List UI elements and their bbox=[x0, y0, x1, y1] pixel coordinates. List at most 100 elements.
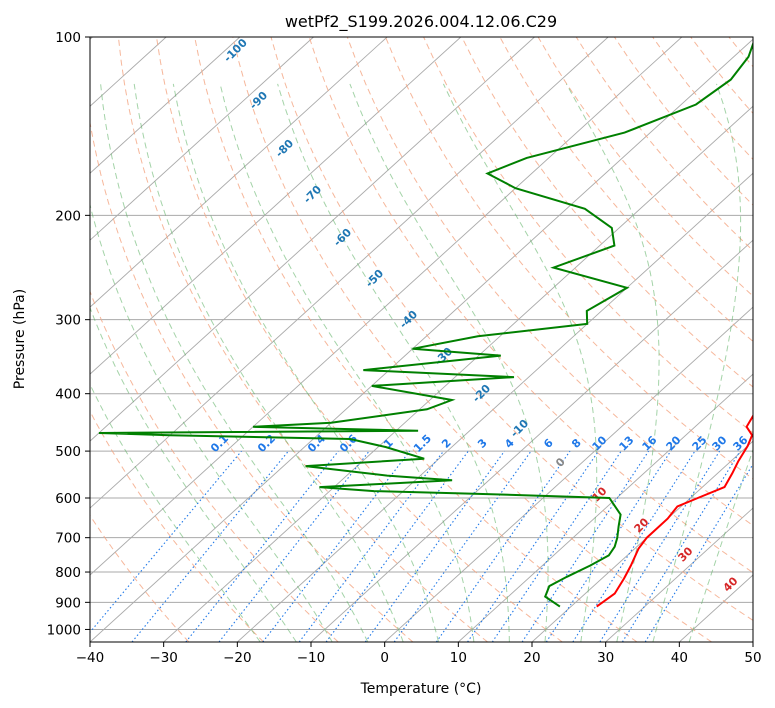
mixing-ratio-line bbox=[131, 450, 289, 642]
moist-adiabat-line bbox=[219, 83, 475, 642]
isotherm-line bbox=[90, 37, 462, 375]
y-tick-label: 600 bbox=[55, 491, 81, 507]
isotherm-line bbox=[90, 37, 535, 442]
mixing-ratio-line bbox=[467, 450, 599, 642]
moist-adiabat-line bbox=[565, 83, 660, 642]
y-tick-label: 700 bbox=[55, 531, 81, 547]
dry-adiabat-line bbox=[308, 37, 753, 574]
dry-adiabat-label: -30 bbox=[432, 345, 455, 368]
mixing-ratio-label: 25 bbox=[690, 434, 710, 454]
moist-adiabat-line bbox=[349, 83, 549, 642]
isotherm-line bbox=[605, 507, 753, 642]
dry-adiabat-line bbox=[652, 37, 753, 161]
dry-adiabat-line bbox=[117, 37, 488, 642]
isotherm-line bbox=[310, 239, 753, 642]
mixing-ratio-line bbox=[185, 450, 339, 642]
mixing-ratio-label: 20 bbox=[664, 433, 684, 453]
chart-title: wetPf2_S199.2026.004.12.06.C29 bbox=[285, 12, 557, 32]
mixing-ratio-label: 30 bbox=[710, 433, 730, 453]
dry-adiabat-label: -70 bbox=[301, 183, 324, 206]
dry-adiabat-label: -100 bbox=[221, 36, 250, 65]
dry-adiabat-line bbox=[690, 37, 753, 115]
x-tick-label: −30 bbox=[149, 650, 178, 666]
dry-adiabat-line bbox=[767, 37, 775, 642]
mixing-ratio-line bbox=[262, 450, 411, 642]
isotherm-line bbox=[163, 105, 753, 642]
y-axis-label: Pressure (hPa) bbox=[12, 289, 28, 389]
dry-adiabat-line bbox=[156, 37, 563, 642]
mixing-ratio-line bbox=[364, 450, 505, 642]
dry-adiabat-label: 10 bbox=[590, 484, 610, 504]
profile-series bbox=[98, 41, 753, 608]
mixing-ratio-line bbox=[90, 450, 242, 634]
moist-adiabat-line bbox=[277, 83, 510, 642]
y-tick-label: 300 bbox=[55, 313, 81, 329]
dry-adiabat-label: -90 bbox=[247, 89, 270, 112]
moist-adiabat-line bbox=[688, 447, 753, 642]
temperature-line bbox=[596, 379, 753, 608]
x-tick-label: 10 bbox=[450, 650, 467, 666]
moist-adiabat-line bbox=[90, 383, 261, 642]
dry-adiabat-label: 30 bbox=[676, 544, 696, 564]
dry-adiabat-label: 0 bbox=[553, 455, 568, 470]
dry-adiabat-label: -40 bbox=[397, 308, 420, 331]
mixing-ratio-line bbox=[545, 450, 672, 642]
y-tick-label: 900 bbox=[55, 595, 81, 611]
y-tick-label: 200 bbox=[55, 208, 81, 224]
dry-adiabat-label: -10 bbox=[508, 417, 531, 440]
dry-adiabat-label: -50 bbox=[363, 267, 386, 290]
x-tick-label: 0 bbox=[380, 650, 389, 666]
dry-adiabat-label: 40 bbox=[721, 574, 741, 594]
mixing-ratio-label: 6 bbox=[541, 436, 556, 451]
x-axis-label: Temperature (°C) bbox=[360, 681, 482, 697]
moist-adiabat-line bbox=[90, 202, 333, 642]
x-tick-label: 20 bbox=[523, 650, 540, 666]
dry-adiabat-line bbox=[90, 119, 414, 642]
x-tick-label: 30 bbox=[597, 650, 614, 666]
x-axis-ticks: −40 −30 −20 −10 0 10 20 30 40 50 bbox=[76, 642, 762, 666]
mixing-ratio-label: 8 bbox=[569, 436, 584, 451]
dry-adiabat-line bbox=[90, 514, 190, 642]
dry-adiabat-line bbox=[728, 37, 753, 68]
dry-adiabat-line bbox=[90, 410, 264, 642]
mixing-ratio-label: 10 bbox=[590, 433, 610, 453]
dry-adiabat-line bbox=[232, 37, 712, 642]
y-tick-label: 500 bbox=[55, 444, 81, 460]
isotherm-line bbox=[679, 574, 753, 642]
isotherm-line bbox=[90, 38, 753, 642]
moist-adiabat-line bbox=[133, 83, 404, 642]
y-tick-label: 800 bbox=[55, 565, 81, 581]
dry-adiabat-line bbox=[346, 37, 753, 527]
dry-adiabat-label: 20 bbox=[632, 515, 652, 535]
y-axis-ticks: 100 200 300 400 500 600 700 800 900 1000 bbox=[47, 30, 90, 638]
isotherm-line bbox=[90, 37, 241, 174]
dewpoint-line bbox=[98, 41, 753, 608]
dry-adiabat-label: -20 bbox=[470, 382, 493, 405]
y-tick-label: 100 bbox=[55, 30, 81, 46]
isotherm-line bbox=[531, 440, 753, 642]
plot-frame bbox=[89, 36, 754, 643]
dry-adiabat-line bbox=[194, 37, 638, 642]
isotherm-line bbox=[384, 306, 753, 642]
x-tick-label: 40 bbox=[671, 650, 688, 666]
moist-adiabat-line bbox=[652, 83, 742, 642]
isotherm-line bbox=[90, 37, 388, 308]
y-tick-label: 1000 bbox=[47, 622, 81, 638]
x-tick-label: 50 bbox=[744, 650, 761, 666]
isotherm-line bbox=[237, 172, 753, 642]
isotherm-line bbox=[90, 37, 314, 241]
x-tick-label: −10 bbox=[297, 650, 326, 666]
background-lines bbox=[90, 37, 775, 642]
mixing-ratio-line bbox=[393, 450, 532, 642]
mixing-ratio-line bbox=[599, 450, 721, 642]
isotherm-line bbox=[90, 37, 609, 509]
dry-adiabat-label: -80 bbox=[273, 137, 296, 160]
mixing-ratio-label: 2 bbox=[439, 436, 454, 451]
moist-adiabat-line bbox=[90, 306, 297, 642]
moist-adiabat-line bbox=[100, 83, 369, 642]
isotherm-line bbox=[458, 373, 753, 642]
isotherm-line bbox=[90, 37, 683, 576]
mixing-ratio-line bbox=[218, 450, 370, 642]
